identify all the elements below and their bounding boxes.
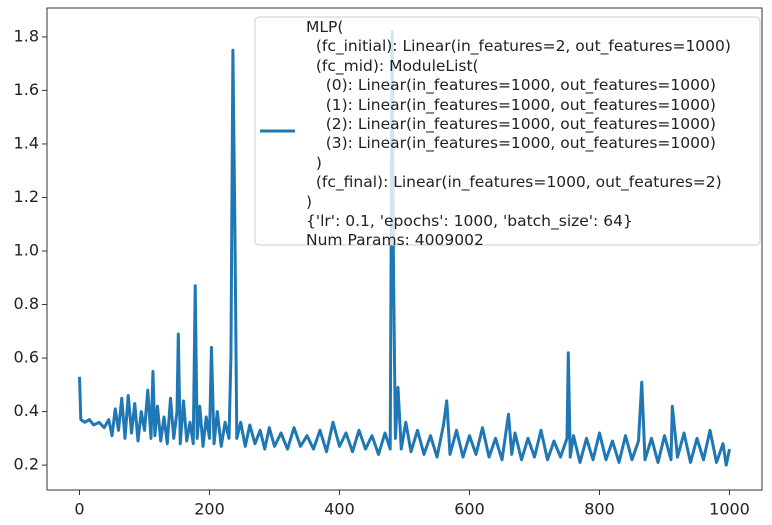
y-tick-label: 1.2 <box>14 187 39 206</box>
y-tick-label: 0.2 <box>14 455 39 474</box>
y-tick-label: 0.8 <box>14 294 39 313</box>
y-tick-label: 1.4 <box>14 133 39 152</box>
legend-label: MLP( (fc_initial): Linear(in_features=2,… <box>306 18 731 250</box>
y-tick-label: 1.6 <box>14 80 39 99</box>
y-tick-label: 0.6 <box>14 348 39 367</box>
plot-frame <box>46 7 763 491</box>
x-tick-label: 200 <box>194 500 225 519</box>
legend-box <box>254 16 761 246</box>
x-tick-label: 0 <box>74 500 84 519</box>
line <box>78 30 731 467</box>
x-tick-label: 400 <box>324 500 355 519</box>
x-tick-label: 600 <box>454 500 485 519</box>
y-tick-label: 0.4 <box>14 401 39 420</box>
y-tick-label: 1.8 <box>14 26 39 45</box>
x-tick-label: 1000 <box>709 500 750 519</box>
x-tick-label: 800 <box>584 500 615 519</box>
y-tick-label: 1.0 <box>14 241 39 260</box>
